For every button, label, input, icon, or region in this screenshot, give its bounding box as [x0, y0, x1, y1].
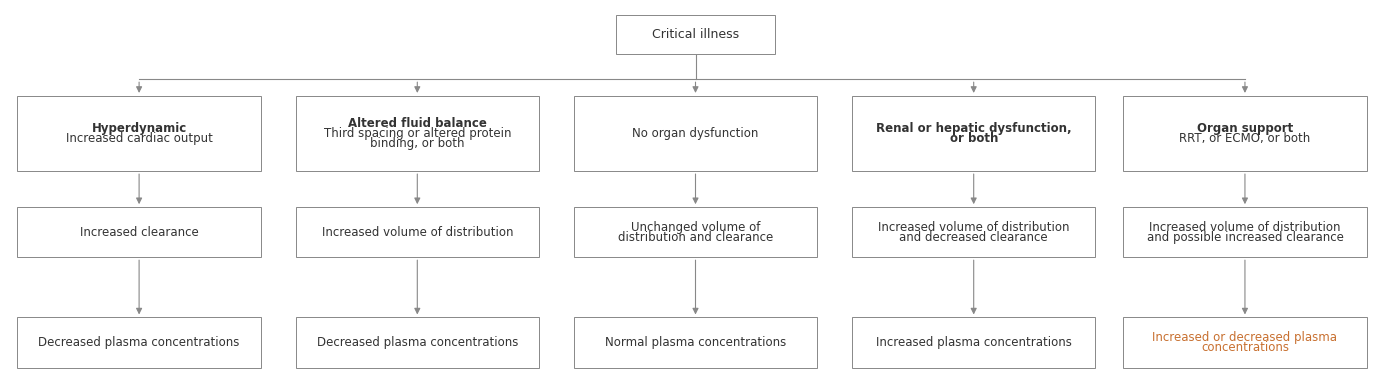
- Text: Increased volume of distribution: Increased volume of distribution: [878, 221, 1070, 234]
- Text: and possible increased clearance: and possible increased clearance: [1146, 231, 1344, 244]
- Text: Renal or hepatic dysfunction,: Renal or hepatic dysfunction,: [876, 122, 1071, 135]
- Text: or both: or both: [950, 132, 997, 145]
- Text: and decreased clearance: and decreased clearance: [900, 231, 1047, 244]
- FancyBboxPatch shape: [295, 96, 538, 171]
- FancyBboxPatch shape: [1124, 207, 1366, 257]
- Text: binding, or both: binding, or both: [370, 137, 465, 150]
- FancyBboxPatch shape: [616, 15, 776, 54]
- Text: Hyperdynamic: Hyperdynamic: [92, 122, 186, 135]
- Text: Decreased plasma concentrations: Decreased plasma concentrations: [39, 336, 239, 349]
- FancyBboxPatch shape: [851, 207, 1096, 257]
- Text: Third spacing or altered protein: Third spacing or altered protein: [324, 127, 510, 140]
- FancyBboxPatch shape: [295, 207, 538, 257]
- Text: Increased volume of distribution: Increased volume of distribution: [1149, 221, 1341, 234]
- Text: Increased or decreased plasma: Increased or decreased plasma: [1153, 331, 1337, 344]
- FancyBboxPatch shape: [1124, 96, 1366, 171]
- Text: Increased plasma concentrations: Increased plasma concentrations: [876, 336, 1071, 349]
- FancyBboxPatch shape: [574, 207, 817, 257]
- FancyBboxPatch shape: [574, 96, 817, 171]
- Text: No organ dysfunction: No organ dysfunction: [633, 127, 758, 140]
- Text: Increased clearance: Increased clearance: [79, 226, 199, 239]
- FancyBboxPatch shape: [851, 96, 1096, 171]
- Text: RRT, or ECMO, or both: RRT, or ECMO, or both: [1180, 132, 1310, 145]
- FancyBboxPatch shape: [18, 96, 262, 171]
- Text: Decreased plasma concentrations: Decreased plasma concentrations: [317, 336, 517, 349]
- FancyBboxPatch shape: [851, 317, 1096, 368]
- Text: Normal plasma concentrations: Normal plasma concentrations: [605, 336, 786, 349]
- Text: Unchanged volume of: Unchanged volume of: [630, 221, 761, 234]
- Text: Increased cardiac output: Increased cardiac output: [65, 132, 213, 145]
- Text: Altered fluid balance: Altered fluid balance: [348, 117, 487, 130]
- FancyBboxPatch shape: [574, 317, 817, 368]
- Text: distribution and clearance: distribution and clearance: [618, 231, 773, 244]
- FancyBboxPatch shape: [1124, 317, 1366, 368]
- Text: Organ support: Organ support: [1196, 122, 1294, 135]
- FancyBboxPatch shape: [18, 207, 262, 257]
- Text: Critical illness: Critical illness: [652, 28, 739, 41]
- FancyBboxPatch shape: [295, 317, 538, 368]
- Text: Increased volume of distribution: Increased volume of distribution: [321, 226, 513, 239]
- FancyBboxPatch shape: [18, 317, 262, 368]
- Text: concentrations: concentrations: [1200, 341, 1289, 354]
